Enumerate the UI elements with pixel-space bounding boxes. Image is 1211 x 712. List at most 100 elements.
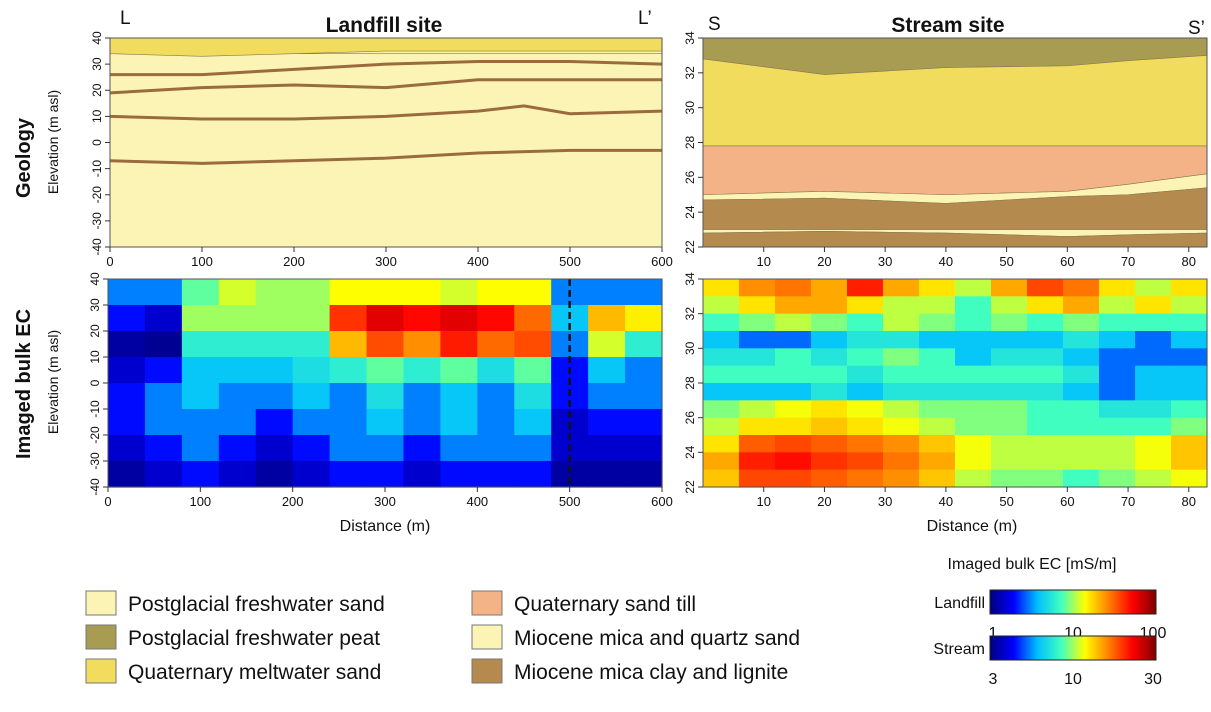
heatmap-cell — [919, 435, 956, 453]
heatmap-cell — [1027, 383, 1064, 401]
y-tick-label: 28 — [683, 136, 697, 150]
heatmap-cell — [1063, 400, 1100, 419]
y-tick-label: 40 — [88, 272, 102, 286]
heatmap-cell — [1099, 469, 1136, 488]
heatmap-cell — [1099, 348, 1136, 367]
heatmap-cell — [811, 365, 848, 384]
heatmap-cell — [329, 461, 368, 488]
legend-label: Quaternary meltwater sand — [128, 661, 381, 684]
heatmap-cell — [1171, 417, 1208, 436]
heatmap-cell — [292, 461, 331, 488]
row-label-ec: Imaged bulk EC — [13, 309, 35, 459]
heatmap-cell — [1135, 331, 1172, 349]
heatmap-cell — [1099, 331, 1136, 349]
heatmap-cell — [775, 296, 812, 315]
heatmap-cell — [775, 400, 812, 419]
x-tick-label: 20 — [817, 254, 831, 269]
heatmap-cell — [739, 417, 776, 436]
stream-xlabel: Distance (m) — [927, 518, 1018, 535]
heatmap-cell — [440, 331, 478, 358]
heatmap-cell — [703, 365, 740, 384]
heatmap-cell — [1135, 417, 1172, 436]
heatmap-cell — [255, 383, 294, 410]
heatmap-cell — [1171, 331, 1208, 349]
heatmap-cell — [1099, 279, 1136, 297]
heatmap-cell — [588, 279, 626, 306]
y-tick-label: 22 — [683, 240, 697, 254]
legend-swatch — [471, 658, 503, 684]
colorbar-stream-tick: 10 — [1064, 671, 1082, 688]
heatmap-cell — [991, 435, 1028, 453]
heatmap-cell — [1171, 296, 1208, 315]
landfill-title: Landfill site — [326, 14, 443, 37]
heatmap-cell — [329, 409, 368, 436]
landfill-ec-ylabel: Elevation (m asl) — [45, 330, 61, 434]
heatmap-cell — [1063, 348, 1100, 367]
heatmap-cell — [440, 435, 478, 462]
heatmap-cell — [108, 435, 146, 462]
heatmap-cell — [1135, 279, 1172, 297]
heatmap-cell — [218, 279, 257, 306]
heatmap-cell — [703, 348, 740, 367]
heatmap-cell — [1171, 383, 1208, 401]
heatmap-cell — [1171, 279, 1208, 297]
heatmap-cell — [181, 461, 220, 488]
heatmap-cell — [403, 409, 441, 436]
heatmap-cell — [811, 435, 848, 453]
legend-swatch — [85, 658, 117, 684]
heatmap-cell — [847, 452, 884, 471]
heatmap-cell — [181, 279, 220, 306]
heatmap-cell — [1171, 400, 1208, 419]
heatmap-cell — [108, 383, 146, 410]
heatmap-cell — [847, 331, 884, 349]
colorbar-stream-tick: 3 — [989, 671, 998, 688]
heatmap-cell — [1027, 417, 1064, 436]
x-tick-label: 70 — [1121, 494, 1135, 509]
heatmap-cell — [1027, 469, 1064, 488]
landfill-end-label: L’ — [638, 8, 652, 29]
heatmap-cell — [108, 357, 146, 384]
heatmap-cell — [1099, 313, 1136, 332]
colorbar-landfill-tick: 1 — [989, 625, 998, 642]
heatmap-cell — [991, 313, 1028, 332]
heatmap-cell — [366, 435, 405, 462]
heatmap-cell — [703, 279, 740, 297]
stream-start-label: S — [708, 14, 721, 35]
heatmap-cell — [919, 279, 956, 297]
heatmap-cell — [181, 305, 220, 332]
heatmap-cell — [255, 305, 294, 332]
heatmap-cell — [883, 469, 920, 488]
heatmap-cell — [1099, 296, 1136, 315]
heatmap-cell — [775, 331, 812, 349]
x-tick-label: 300 — [375, 254, 397, 269]
heatmap-cell — [218, 305, 257, 332]
x-tick-label: 300 — [374, 494, 396, 509]
x-tick-label: 400 — [466, 494, 488, 509]
heatmap-cell — [847, 469, 884, 488]
heatmap-cell — [218, 331, 257, 358]
y-tick-label: 26 — [683, 411, 697, 425]
stream-geology-panel — [702, 37, 1208, 248]
heatmap-cell — [108, 331, 146, 358]
heatmap-cell — [1135, 400, 1172, 419]
heatmap-cell — [919, 469, 956, 488]
x-tick-label: 60 — [1060, 254, 1074, 269]
heatmap-cell — [588, 305, 626, 332]
heatmap-cell — [625, 383, 663, 410]
x-tick-label: 50 — [999, 494, 1013, 509]
geology-boundary — [109, 148, 662, 165]
heatmap-cell — [329, 279, 368, 306]
heatmap-cell — [703, 417, 740, 436]
heatmap-cell — [811, 348, 848, 367]
y-tick-label: -30 — [88, 452, 102, 470]
heatmap-cell — [739, 435, 776, 453]
colorbar-stream-label: Stream — [933, 641, 985, 658]
heatmap-cell — [514, 409, 552, 436]
x-tick-label: 50 — [999, 254, 1013, 269]
heatmap-cell — [1171, 313, 1208, 332]
x-tick-label: 30 — [878, 494, 892, 509]
colorbar-stream-tick: 30 — [1144, 671, 1162, 688]
heatmap-cell — [955, 383, 992, 401]
colorbar-stream — [989, 635, 1157, 661]
